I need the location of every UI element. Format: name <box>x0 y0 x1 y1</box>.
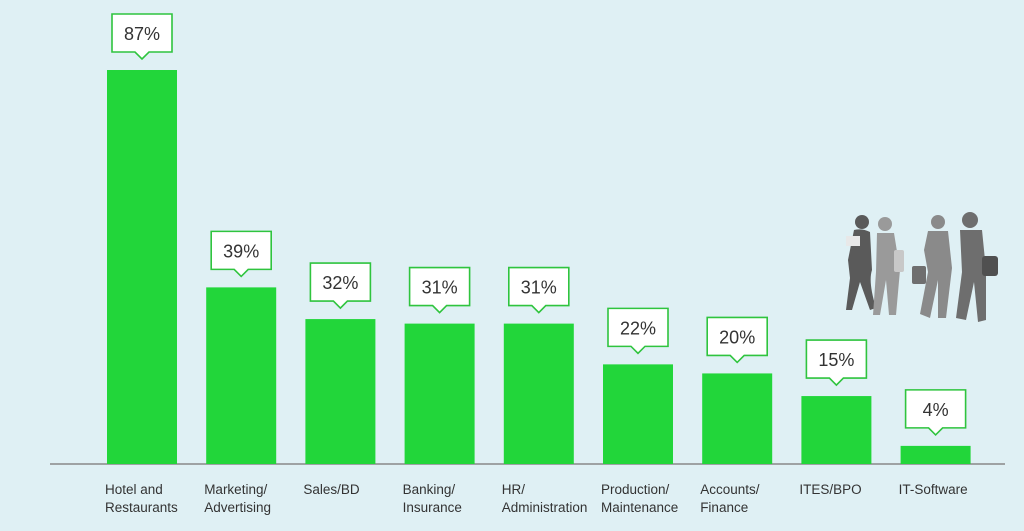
bar <box>404 323 475 464</box>
value-callout <box>904 389 967 437</box>
value-callout <box>706 316 768 364</box>
bar <box>801 396 872 464</box>
x-tick-label: Sales/BD <box>303 482 360 497</box>
x-tick-label: IT-Software <box>898 482 968 497</box>
data-label: 87% <box>124 24 160 44</box>
x-tick-label: Hotel and Restaurants <box>105 482 178 515</box>
bars-group <box>107 70 971 464</box>
bar <box>107 70 177 464</box>
value-callout <box>111 13 173 61</box>
x-tick-label: Production/ Maintenance <box>601 482 679 515</box>
walking-people-silhouette-icon <box>846 212 998 322</box>
bar <box>603 364 673 464</box>
bar <box>900 445 971 464</box>
data-label: 4% <box>923 400 949 420</box>
bar <box>206 287 277 464</box>
value-callout <box>508 266 570 314</box>
bar <box>702 373 773 464</box>
x-tick-label: HR/ Administration <box>501 482 588 515</box>
value-labels-group: 87% 39% 32% 31% 31% 22% 20% 15% 4% <box>111 13 967 437</box>
value-callout <box>309 262 372 310</box>
x-tick-label: Marketing/ Advertising <box>204 482 271 515</box>
data-label: 39% <box>223 241 259 261</box>
data-label: 31% <box>521 278 557 298</box>
x-tick-label: Accounts/ Finance <box>700 482 760 515</box>
data-label: 32% <box>322 273 358 293</box>
value-callout <box>607 307 669 355</box>
data-label: 15% <box>818 350 854 370</box>
x-tick-label: Banking/ Insurance <box>402 482 462 515</box>
value-callout <box>210 230 272 278</box>
x-tick-label: ITES/BPO <box>799 482 862 497</box>
data-label: 31% <box>422 278 458 298</box>
value-callout <box>805 339 868 387</box>
data-label: 22% <box>620 318 656 338</box>
data-label: 20% <box>719 327 755 347</box>
bar <box>305 319 376 464</box>
bar <box>503 323 574 464</box>
value-callout <box>408 266 471 314</box>
